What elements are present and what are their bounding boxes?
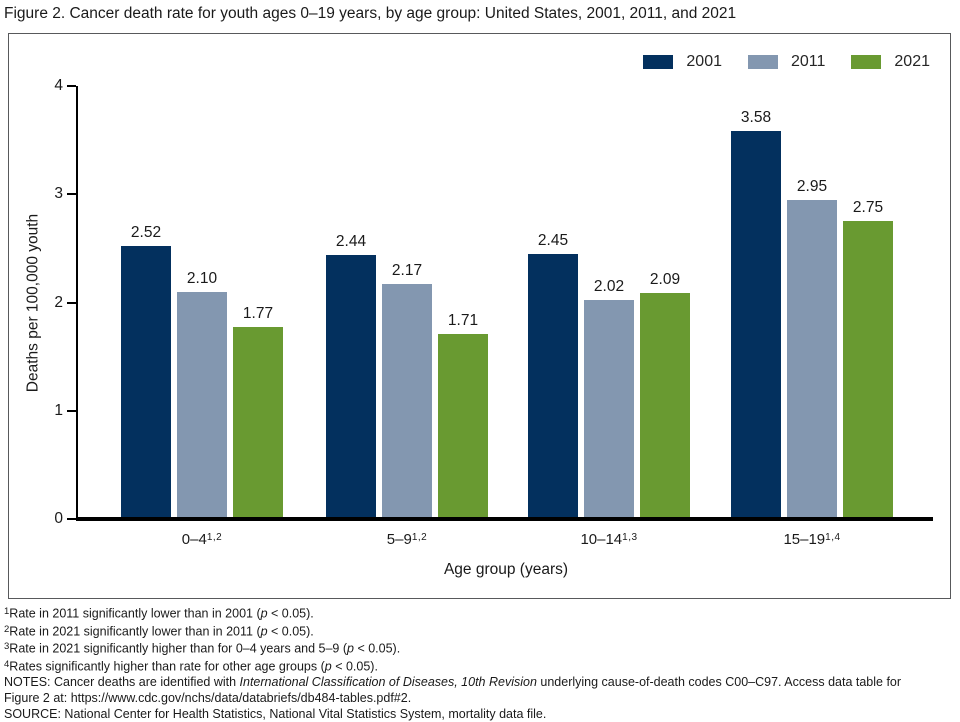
x-axis-line <box>76 517 933 521</box>
y-tick-label-0: 0 <box>54 510 63 527</box>
footnote-line-7: SOURCE: National Center for Health Stati… <box>4 707 547 721</box>
plot-area: 2.52 2.10 1.77 2.44 2.17 1.71 2.45 2.02 2.09 3.58… <box>78 86 934 519</box>
x-axis-title: Age group (years) <box>443 561 569 578</box>
y-tick-label-2: 2 <box>54 293 63 311</box>
x-category-label-0–4: 0–41,2 <box>181 531 223 548</box>
footnote-line-1: 1Rate in 2011 significantly lower than i… <box>4 606 314 621</box>
legend-item-2021: 2021 <box>851 53 930 71</box>
bar-2011-10–14 <box>584 300 634 519</box>
bar-2011-15–19 <box>787 200 837 519</box>
bar-2021-10–14 <box>640 293 690 519</box>
bar-2021-15–19 <box>843 221 893 519</box>
bar-2001-15–19 <box>731 131 781 519</box>
bar-value-2011-10–14: 2.02 <box>593 278 625 295</box>
bar-2001-10–14 <box>528 254 578 519</box>
y-axis-line <box>76 86 78 519</box>
footnote-line-6: Figure 2 at: https://www.cdc.gov/nchs/da… <box>4 691 412 705</box>
figure-title: Figure 2. Cancer death rate for youth ag… <box>4 5 737 22</box>
bar-value-2011-15–19: 2.95 <box>796 178 828 195</box>
legend-item-2001: 2001 <box>643 53 722 71</box>
bar-value-2001-10–14: 2.45 <box>537 232 569 249</box>
category-superscript: 1,3 <box>622 532 638 543</box>
bar-2021-0–4 <box>233 327 283 519</box>
bar-2021-5–9 <box>438 334 488 519</box>
bar-value-2001-15–19: 3.58 <box>740 109 772 126</box>
y-tick-label-4: 4 <box>54 77 63 94</box>
legend-swatch-2011 <box>748 55 778 69</box>
bar-2011-5–9 <box>382 284 432 519</box>
legend-label-2001: 2001 <box>686 53 722 70</box>
y-tick-label-1: 1 <box>54 401 63 419</box>
legend-swatch-2021 <box>851 55 882 69</box>
x-category-label-5–9: 5–91,2 <box>386 531 428 548</box>
legend: 2001 2011 2021 <box>643 53 930 71</box>
bar-value-2001-5–9: 2.44 <box>335 233 367 250</box>
x-category-label-15–19: 15–191,4 <box>783 531 841 548</box>
y-tick-mark-1 <box>67 409 76 412</box>
bar-2011-0–4 <box>177 292 227 519</box>
bar-value-2001-0–4: 2.52 <box>130 224 162 241</box>
footnote-line-3: 3Rate in 2021 significantly higher than … <box>4 641 401 656</box>
bar-value-2021-10–14: 2.09 <box>649 271 681 288</box>
legend-label-2011: 2011 <box>791 53 826 70</box>
category-superscript: 1,2 <box>206 532 223 543</box>
category-superscript: 1,4 <box>825 532 841 543</box>
bar-value-2021-5–9: 1.71 <box>447 312 479 329</box>
bar-2001-5–9 <box>326 255 376 519</box>
y-tick-mark-0 <box>67 518 76 520</box>
footnote-line-4: 4Rates significantly higher than rate fo… <box>4 658 378 674</box>
bar-value-2011-5–9: 2.17 <box>391 262 423 279</box>
bar-value-2021-0–4: 1.77 <box>242 305 274 322</box>
footnote-line-5: NOTES: Cancer deaths are identified with… <box>4 675 902 689</box>
bar-2001-0–4 <box>121 246 171 519</box>
legend-label-2021: 2021 <box>894 53 930 70</box>
bar-value-2021-15–19: 2.75 <box>852 199 884 216</box>
y-tick-label-3: 3 <box>54 185 63 203</box>
legend-item-2011: 2011 <box>748 53 825 71</box>
y-tick-mark-2 <box>67 301 76 304</box>
y-tick-mark-4 <box>67 85 76 87</box>
y-tick-mark-3 <box>67 193 76 196</box>
footnote-line-2: 2Rate in 2021 significantly lower than i… <box>4 623 314 639</box>
x-category-label-10–14: 10–141,3 <box>580 531 638 548</box>
footnotes: 1Rate in 2011 significantly lower than i… <box>4 604 956 722</box>
category-superscript: 1,2 <box>411 532 428 543</box>
legend-swatch-2001 <box>643 55 674 69</box>
bar-value-2011-0–4: 2.10 <box>186 270 218 287</box>
